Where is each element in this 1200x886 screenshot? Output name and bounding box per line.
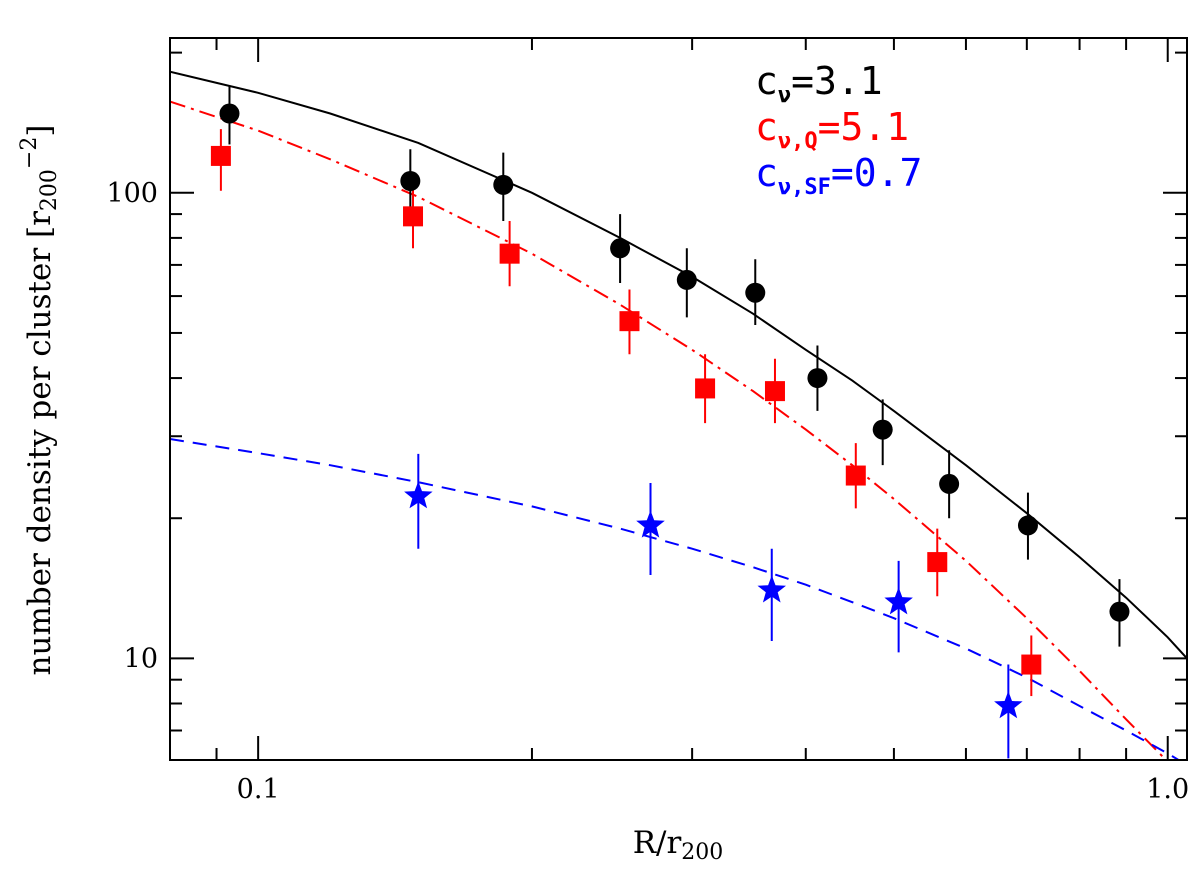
all-point [807, 368, 828, 389]
quiescent-point [499, 243, 520, 264]
legend-entry-quiescent: cν,Q=5.1 [755, 105, 909, 154]
all-point [745, 282, 766, 303]
y-tick-label: 100 [106, 178, 158, 209]
legend-entry-all: cν=3.1 [755, 59, 883, 108]
quiescent-fit-curve [170, 100, 1168, 760]
all-point [872, 419, 893, 440]
star-forming-point [636, 510, 665, 538]
quiescent-point [927, 552, 948, 573]
axis-ticks [169, 38, 1187, 760]
all-point [610, 238, 631, 259]
star-forming-point [404, 481, 433, 509]
quiescent-point [1021, 654, 1042, 675]
quiescent-point [695, 378, 716, 399]
y-axis-label: number density per cluster [r200−2] [17, 125, 62, 676]
all-point [219, 103, 240, 124]
star-forming-point [757, 575, 786, 603]
starforming-fit-curve [170, 438, 1181, 760]
x-axis-label: R/r200 [633, 825, 724, 865]
all-point [676, 269, 697, 290]
quiescent-point [845, 465, 866, 486]
star-forming-point [994, 691, 1023, 719]
legend-entry-starforming: cν,SF=0.7 [755, 151, 922, 200]
all-fit-curve [170, 70, 1187, 660]
all-point [939, 473, 960, 494]
all-point [493, 174, 514, 195]
x-tick-label: 1.0 [1146, 774, 1189, 805]
all-point [1017, 515, 1038, 536]
all-point [1109, 601, 1130, 622]
legend: cν=3.1 cν,Q=5.1 cν,SF=0.7 [755, 59, 922, 200]
quiescent-point [403, 206, 424, 227]
model-curves [170, 70, 1187, 760]
tick-labels: 0.1 1.0 10 100 [106, 178, 1189, 805]
x-tick-label: 0.1 [237, 774, 280, 805]
star-forming-point [884, 587, 913, 615]
data-markers [210, 103, 1130, 719]
plot-frame [169, 37, 1188, 761]
error-bars [219, 85, 1121, 759]
y-tick-label: 10 [124, 643, 158, 674]
quiescent-point [210, 145, 231, 166]
quiescent-point [619, 311, 640, 332]
quiescent-point [764, 381, 785, 402]
all-point [400, 171, 421, 192]
